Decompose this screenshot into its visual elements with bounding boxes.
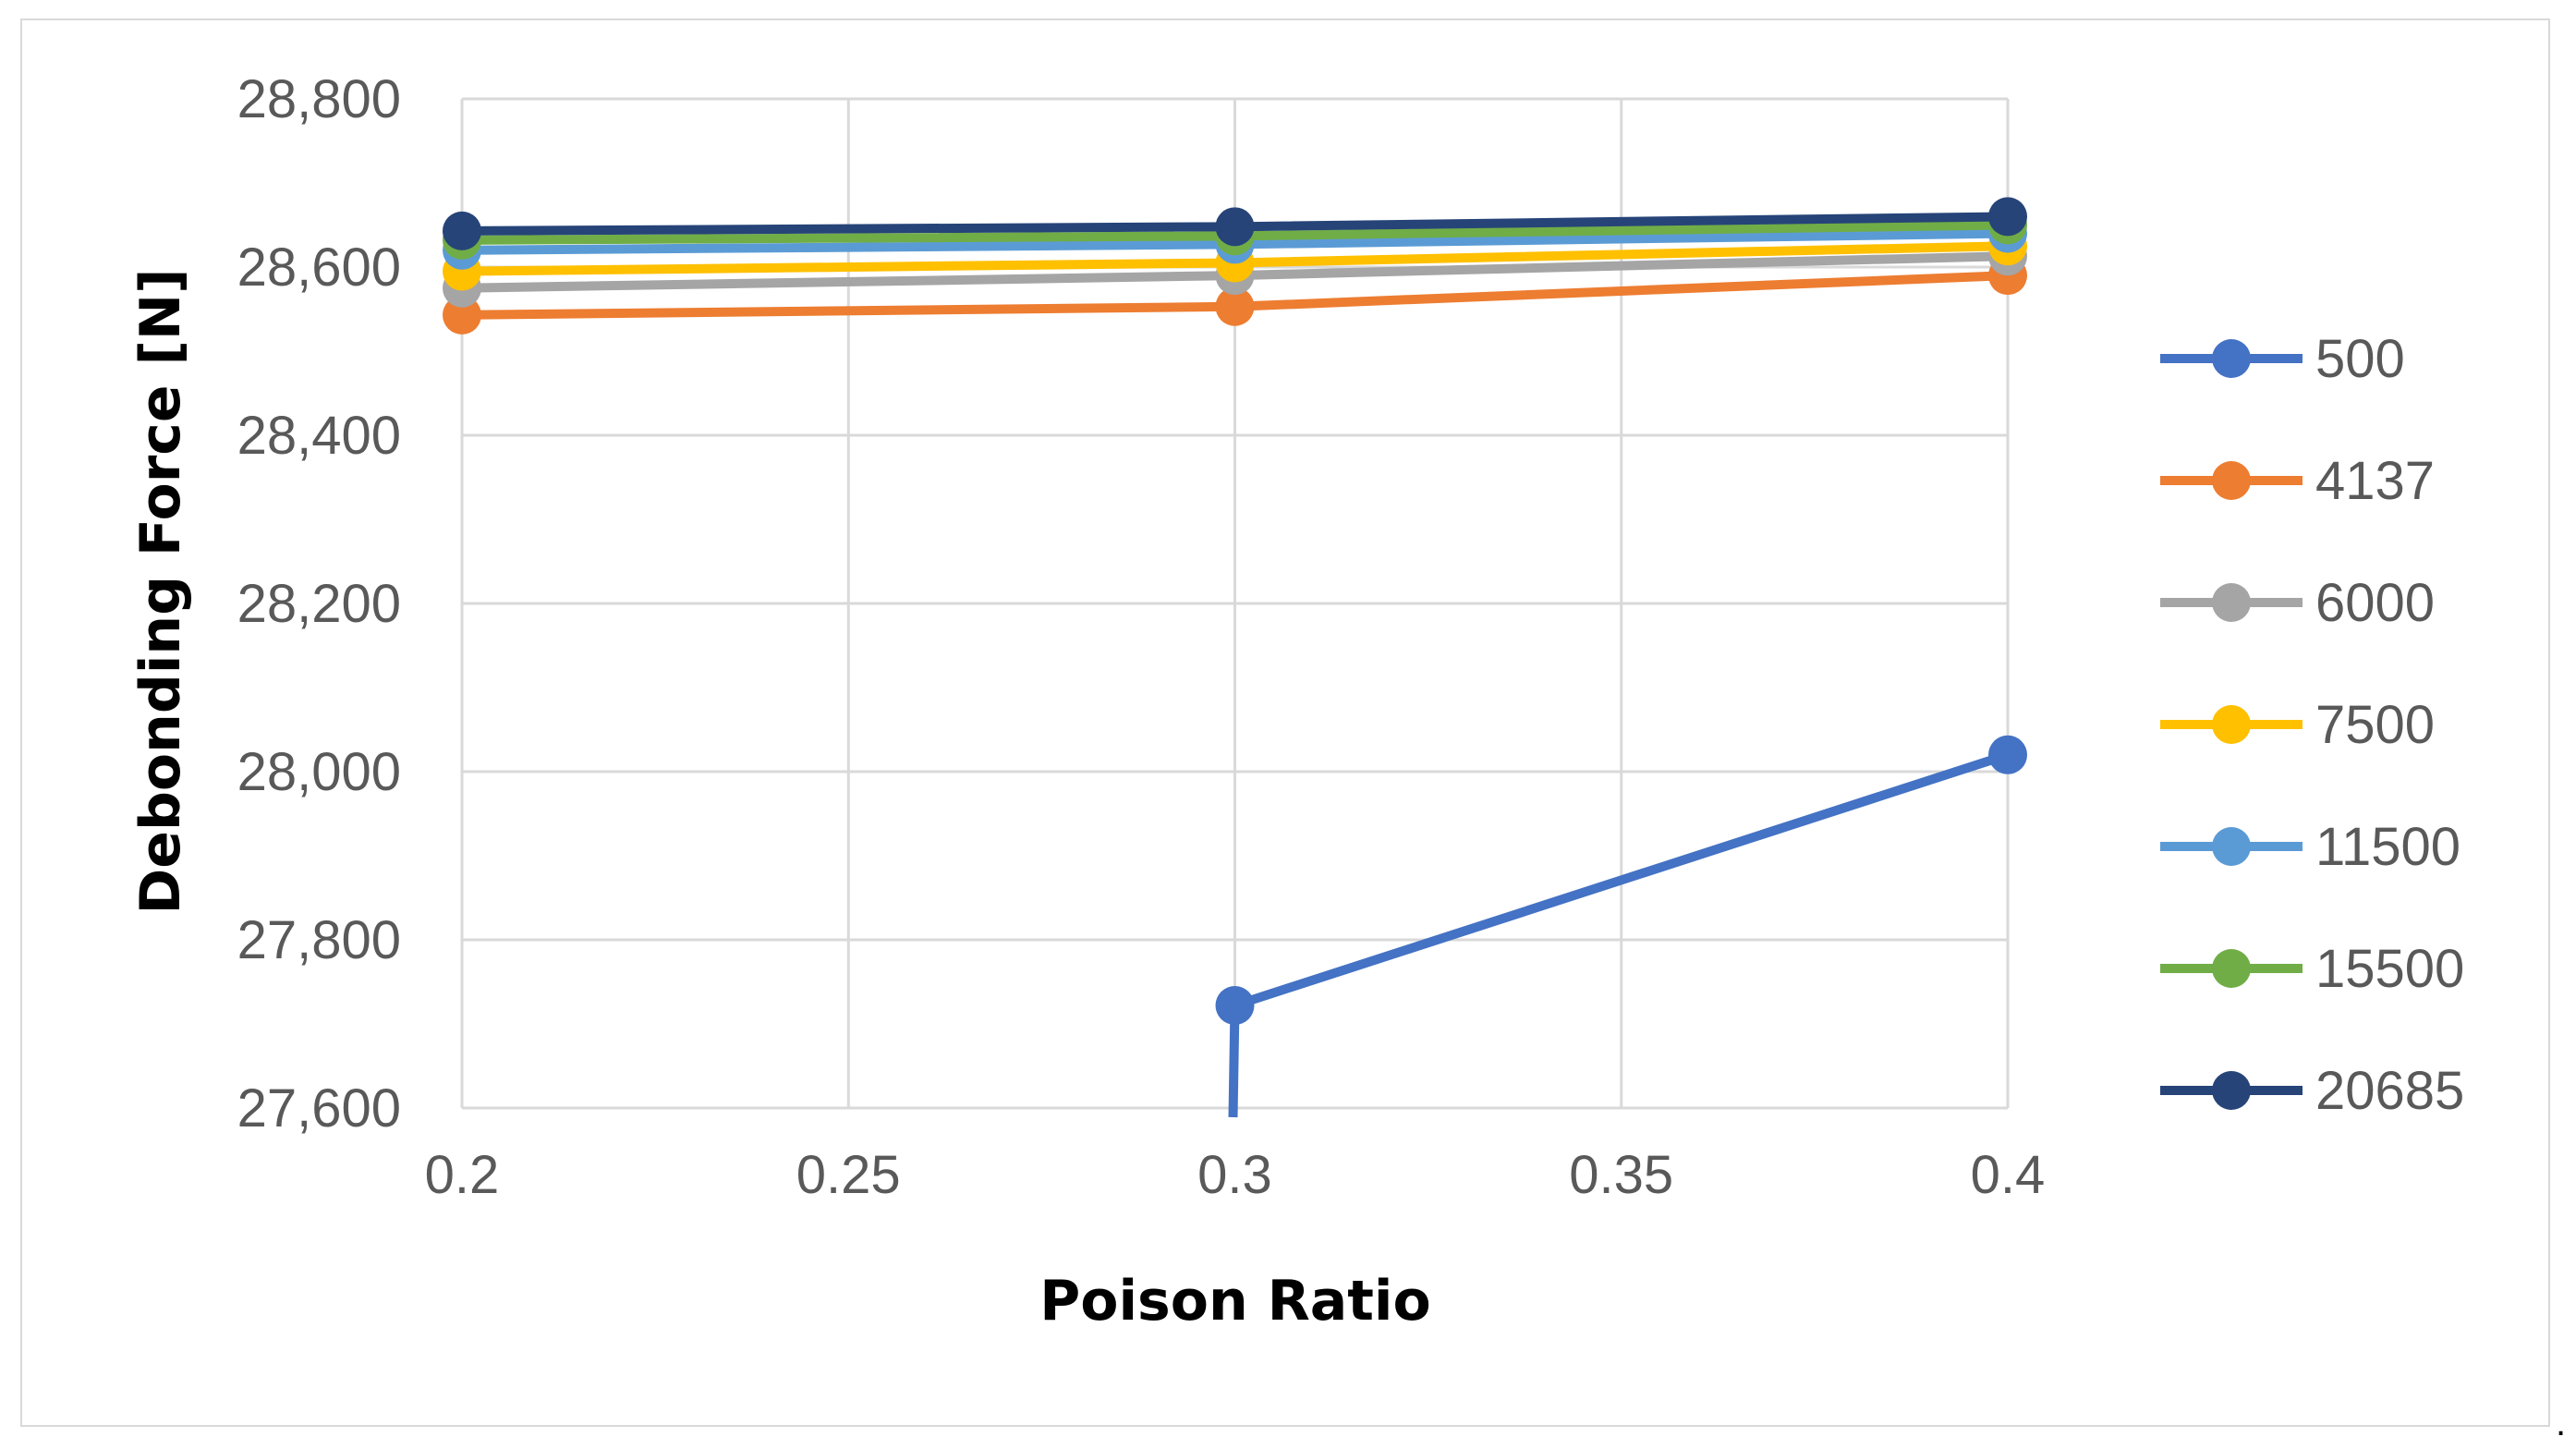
legend-label: 20685 <box>2315 1061 2464 1121</box>
data-point <box>1215 286 1255 326</box>
data-point <box>1988 197 2027 237</box>
y-tick-label: 28,200 <box>237 574 401 634</box>
legend-marker <box>2212 339 2251 378</box>
legend-item-7500: 7500 <box>2160 695 2435 755</box>
y-tick-label: 28,800 <box>237 69 401 129</box>
y-tick-label: 28,600 <box>237 237 401 298</box>
y-tick-label: 27,600 <box>237 1078 401 1138</box>
data-point <box>1988 735 2027 774</box>
legend-marker <box>2212 705 2251 744</box>
x-tick-label: 0.2 <box>425 1145 500 1205</box>
x-tick-label: 0.35 <box>1569 1145 1673 1205</box>
x-tick-label: 0.3 <box>1197 1145 1272 1205</box>
legend-label: 15500 <box>2315 939 2464 999</box>
data-point <box>443 211 481 250</box>
y-tick-label: 27,800 <box>237 910 401 970</box>
series-500 <box>1215 735 2027 1118</box>
x-tick-label: 0.4 <box>1971 1145 2046 1205</box>
legend-item-20685: 20685 <box>2160 1061 2464 1121</box>
legend: 500 4137 6000 7500 11500 15500 20685 <box>2160 329 2464 1121</box>
x-tick-label: 0.25 <box>796 1145 901 1205</box>
y-axis-title: Debonding Force [N] <box>128 268 193 914</box>
tick-labels: 27,600 27,800 28,000 28,200 28,400 28,600 28,8… <box>237 69 2046 1205</box>
legend-marker <box>2212 461 2251 500</box>
legend-item-11500: 11500 <box>2160 817 2461 877</box>
data-point <box>1215 207 1255 247</box>
legend-marker <box>2212 583 2251 622</box>
legend-item-6000: 6000 <box>2160 573 2435 633</box>
series-4137 <box>443 256 2027 335</box>
legend-item-500: 500 <box>2160 329 2405 389</box>
series-20685 <box>443 197 2027 250</box>
footnote-mark: . <box>2556 1403 2567 1443</box>
data-point <box>1215 985 1255 1025</box>
y-tick-label: 28,000 <box>237 742 401 802</box>
legend-marker <box>2212 1071 2251 1110</box>
legend-label: 7500 <box>2315 695 2435 755</box>
legend-item-4137: 4137 <box>2160 451 2435 511</box>
chart-frame <box>20 18 2550 1427</box>
series-lines <box>443 197 2027 1118</box>
legend-marker <box>2212 827 2251 866</box>
legend-marker <box>2212 949 2251 988</box>
legend-item-15500: 15500 <box>2160 939 2464 999</box>
legend-label: 11500 <box>2315 817 2461 877</box>
legend-label: 6000 <box>2315 573 2435 633</box>
legend-label: 4137 <box>2315 451 2435 511</box>
x-axis-title: Poison Ratio <box>1039 1269 1430 1333</box>
legend-label: 500 <box>2315 329 2405 389</box>
data-point <box>443 295 481 335</box>
y-tick-label: 28,400 <box>237 406 401 466</box>
